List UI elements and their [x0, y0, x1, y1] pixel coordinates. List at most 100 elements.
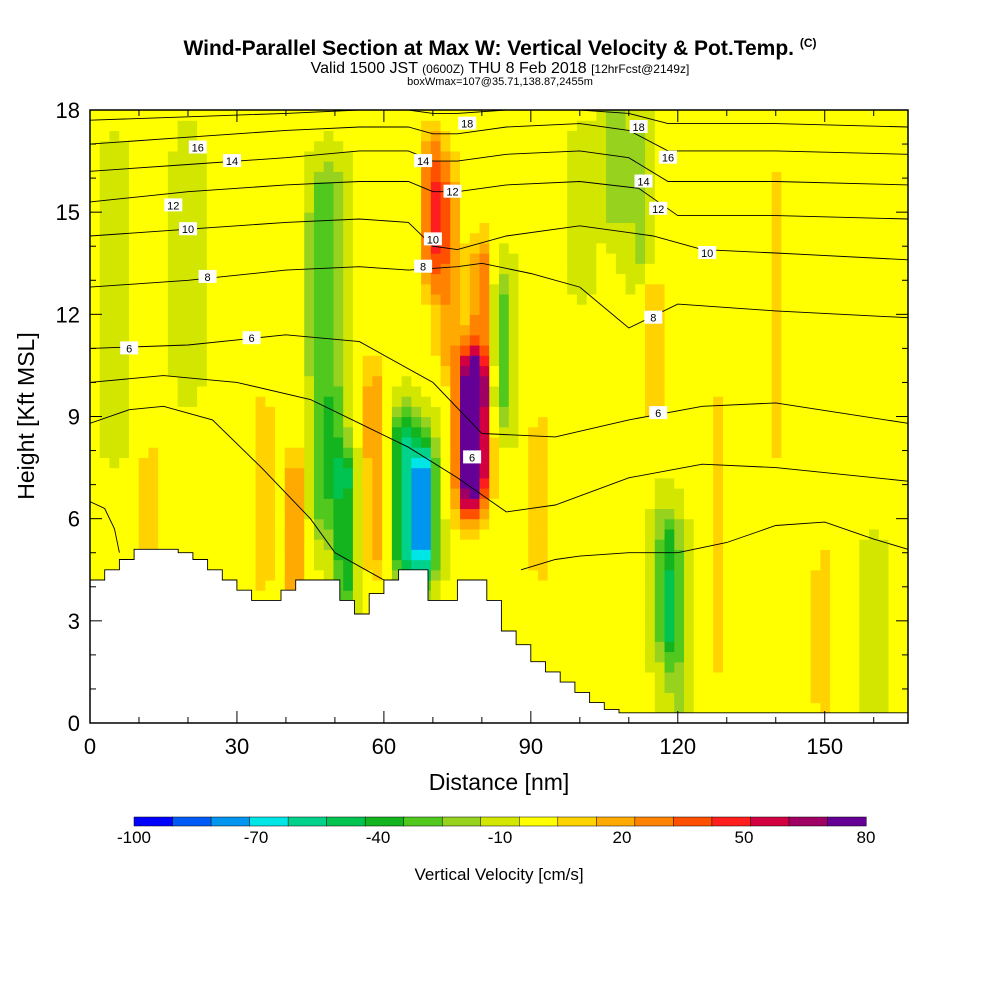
velocity-cell — [304, 488, 315, 499]
velocity-cell — [479, 467, 490, 479]
velocity-cell — [469, 110, 481, 121]
velocity-cell — [275, 559, 286, 571]
velocity-cell — [450, 508, 461, 520]
velocity-cell — [499, 579, 510, 591]
velocity-cell — [460, 222, 471, 234]
velocity-cell — [800, 610, 812, 622]
velocity-cell — [820, 600, 831, 612]
velocity-cell — [800, 140, 812, 152]
velocity-cell — [304, 355, 315, 367]
velocity-cell — [391, 436, 403, 448]
velocity-cell — [664, 590, 675, 601]
velocity-cell — [878, 242, 890, 254]
velocity-cell — [294, 191, 305, 203]
velocity-cell — [508, 242, 520, 254]
velocity-cell — [294, 344, 305, 356]
velocity-cell — [382, 396, 393, 407]
velocity-cell — [382, 140, 393, 152]
velocity-cell — [761, 508, 773, 520]
velocity-cell — [391, 324, 403, 336]
velocity-cell — [781, 477, 792, 489]
velocity-cell — [576, 467, 588, 479]
velocity-cell — [849, 539, 860, 550]
velocity-cell — [401, 201, 412, 213]
velocity-cell — [236, 355, 247, 367]
velocity-cell — [752, 406, 763, 418]
velocity-cell — [177, 283, 188, 295]
velocity-cell — [800, 355, 812, 367]
velocity-cell — [849, 273, 860, 285]
velocity-cell — [255, 232, 266, 244]
velocity-cell — [206, 242, 218, 254]
velocity-cell — [352, 569, 364, 581]
velocity-cell — [654, 334, 666, 346]
velocity-cell — [820, 702, 831, 714]
velocity-cell — [596, 222, 607, 234]
velocity-cell — [236, 477, 247, 489]
velocity-cell — [761, 488, 773, 499]
velocity-cell — [177, 355, 188, 367]
velocity-cell — [635, 467, 646, 479]
velocity-cell — [508, 293, 520, 305]
velocity-cell — [742, 539, 753, 550]
velocity-cell — [499, 334, 510, 346]
velocity-cell — [90, 559, 101, 571]
velocity-cell — [313, 334, 325, 346]
velocity-cell — [878, 457, 890, 469]
velocity-cell — [245, 130, 257, 142]
velocity-cell — [450, 324, 461, 336]
velocity-cell — [771, 702, 783, 714]
velocity-cell — [323, 396, 335, 407]
velocity-cell — [430, 518, 442, 530]
velocity-cell — [401, 488, 412, 499]
velocity-cell — [810, 579, 821, 591]
velocity-cell — [869, 661, 880, 673]
velocity-cell — [781, 692, 792, 704]
velocity-cell — [654, 488, 666, 499]
velocity-cell — [703, 324, 714, 336]
velocity-cell — [645, 426, 656, 438]
velocity-cell — [625, 212, 636, 223]
velocity-cell — [148, 263, 159, 275]
velocity-cell — [216, 324, 227, 336]
velocity-cell — [849, 416, 860, 428]
velocity-cell — [158, 273, 169, 285]
velocity-cell — [372, 120, 383, 132]
velocity-cell — [109, 488, 120, 499]
velocity-cell — [722, 304, 734, 315]
velocity-cell — [99, 263, 111, 275]
velocity-cell — [771, 436, 783, 448]
velocity-cell — [236, 559, 247, 571]
velocity-cell — [528, 375, 539, 387]
velocity-cell — [537, 651, 549, 663]
velocity-cell — [138, 171, 150, 183]
velocity-cell — [265, 467, 276, 479]
velocity-cell — [674, 631, 685, 642]
velocity-cell — [421, 549, 432, 561]
velocity-cell — [323, 406, 335, 418]
velocity-cell — [421, 488, 432, 499]
velocity-cell — [450, 293, 461, 305]
velocity-cell — [693, 314, 705, 326]
velocity-cell — [664, 273, 675, 285]
velocity-cell — [411, 416, 422, 428]
velocity-cell — [742, 191, 753, 203]
velocity-cell — [684, 140, 695, 152]
velocity-cell — [606, 242, 617, 254]
velocity-cell — [489, 253, 500, 264]
velocity-cell — [411, 324, 422, 336]
velocity-cell — [567, 396, 578, 407]
velocity-cell — [158, 324, 169, 336]
velocity-cell — [567, 426, 578, 438]
velocity-cell — [333, 222, 344, 234]
velocity-cell — [732, 130, 744, 142]
velocity-cell — [128, 508, 140, 520]
velocity-cell — [391, 201, 403, 213]
velocity-cell — [606, 467, 617, 479]
velocity-cell — [742, 253, 753, 264]
velocity-cell — [294, 518, 305, 530]
velocity-cell — [547, 600, 559, 612]
velocity-cell — [869, 488, 880, 499]
velocity-cell — [528, 181, 539, 193]
velocity-cell — [771, 620, 783, 632]
